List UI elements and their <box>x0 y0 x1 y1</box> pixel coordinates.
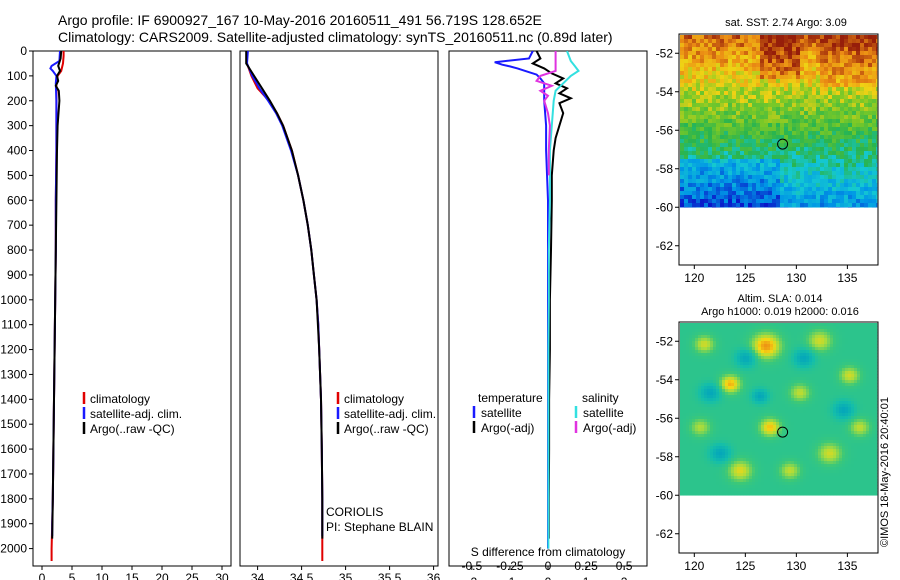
y-tick-label: -62 <box>656 239 674 253</box>
sst-map-title: sat. SST: 2.74 Argo: 3.09 <box>725 17 847 29</box>
x-tick-label: 2 <box>621 575 628 580</box>
x2-tick-label: -0.5 <box>462 559 483 573</box>
x-tick-label: 30 <box>215 571 229 580</box>
y-tick-label: 1100 <box>1 318 27 332</box>
legend-header-temperature: temperature <box>478 391 543 405</box>
x-tick-label: 10 <box>95 571 109 580</box>
x-tick-label: 125 <box>735 271 755 285</box>
y-tick-label: 200 <box>7 94 27 108</box>
x-tick-label: 130 <box>786 559 806 573</box>
y-tick-label: 2000 <box>0 542 27 556</box>
climatology-subtitle: Climatology: CARS2009. Satellite-adjuste… <box>58 29 613 45</box>
sla-map-title: Altim. SLA: 0.014 <box>738 293 823 305</box>
legend-label: Argo(..raw -QC) <box>90 422 175 436</box>
legend-header-salinity: salinity <box>582 391 619 405</box>
y-tick-label: -56 <box>656 123 674 137</box>
y-tick-label: -58 <box>656 450 674 464</box>
difference-panel: -2 -1 0 1 2 -0.5 -0.25 0 0.25 0.5S difference fro… <box>448 50 648 580</box>
y-tick-label: 1500 <box>0 417 27 431</box>
legend-label: satellite-adj. clim. <box>90 407 182 421</box>
x-tick-label: 36 <box>427 571 441 580</box>
y-tick-label: 1800 <box>0 492 27 506</box>
sst-map-field <box>680 35 878 208</box>
legend-label: satellite <box>481 406 522 420</box>
series-argo-adj--line <box>534 51 557 176</box>
series-satellite-line <box>547 51 580 549</box>
salinity-panel: 3434.53535.536salinityclimatologysatelli… <box>239 50 441 580</box>
y-tick-label: 1400 <box>0 392 27 406</box>
x-tick-label: 35 <box>339 571 353 580</box>
x-tick-label: -2 <box>467 575 478 580</box>
argo-location-marker <box>777 138 789 150</box>
profile-title: Argo profile: IF 6900927_167 10-May-2016… <box>58 12 542 28</box>
legend-label: Argo(-adj) <box>583 421 636 435</box>
y-tick-label: 1200 <box>0 343 27 357</box>
legend-label: climatology <box>90 392 150 406</box>
y-tick-label: 600 <box>7 193 27 207</box>
y-tick-label: 900 <box>7 268 27 282</box>
y-tick-label: 300 <box>7 119 27 133</box>
x-tick-label: 5 <box>69 571 76 580</box>
series-argo-raw-qc--line <box>51 51 63 539</box>
y-tick-label: -62 <box>656 527 674 541</box>
x-tick-label: 0 <box>39 571 46 580</box>
salinity-frame <box>239 50 439 567</box>
legend-label: Argo(..raw -QC) <box>344 422 429 436</box>
x-tick-label: 20 <box>155 571 169 580</box>
y-tick-label: -54 <box>656 85 674 99</box>
x-tick-label: 130 <box>786 271 806 285</box>
temperature-frame <box>32 50 232 567</box>
y-tick-label: 500 <box>7 168 27 182</box>
argo-location-marker <box>777 426 789 438</box>
y-tick-label: -52 <box>656 334 674 348</box>
legend-label: Argo(-adj) <box>481 421 534 435</box>
y-tick-label: 1900 <box>0 517 27 531</box>
series-argo-raw-qc--line <box>245 51 324 539</box>
y-tick-label: -54 <box>656 373 674 387</box>
y-tick-label: -58 <box>656 162 674 176</box>
y-tick-label: 800 <box>7 243 27 257</box>
temperature-panel: 0100200300400500600700800900100011001200… <box>0 44 232 580</box>
x-tick-label: 1 <box>583 575 590 580</box>
x-tick-label: 25 <box>185 571 199 580</box>
y-tick-label: 1600 <box>0 442 27 456</box>
y-tick-label: 400 <box>7 144 27 158</box>
sst-map-panel: -52 -54 -56 -58 -60 -62 120 125 130 135 sat. SST: … <box>656 17 879 285</box>
annotation-label: CORIOLIS <box>326 505 383 519</box>
x-tick-label: 34 <box>251 571 265 580</box>
y-tick-label: -52 <box>656 46 674 60</box>
legend-label: climatology <box>344 392 404 406</box>
x-tick-label: 35.5 <box>378 571 402 580</box>
x-tick-label: 0 <box>545 575 552 580</box>
sla-map-panel: -52 -54 -56 -58 -60 -62 120 125 130 135 Altim. SLA… <box>656 293 879 573</box>
y-tick-label: 1000 <box>0 293 27 307</box>
annotation-label: PI: Stephane BLAIN <box>326 520 433 534</box>
x2-tick-label: 0 <box>545 559 552 573</box>
y-tick-label: -56 <box>656 411 674 425</box>
x-tick-label: 125 <box>735 559 755 573</box>
sla-map-subtitle: Argo h1000: 0.019 h2000: 0.016 <box>701 306 859 318</box>
x2-tick-label: 0.25 <box>574 559 598 573</box>
x-tick-label: 135 <box>837 559 857 573</box>
y-tick-label: 100 <box>7 69 27 83</box>
y-tick-label: -60 <box>656 488 674 502</box>
y-tick-label: 700 <box>7 218 27 232</box>
y-tick-label: 0 <box>20 44 27 58</box>
x-tick-label: 120 <box>684 559 704 573</box>
x-tick-label: 135 <box>837 271 857 285</box>
sla-map-field <box>680 323 878 496</box>
y-tick-label: -60 <box>656 200 674 214</box>
x-tick-label: 15 <box>125 571 139 580</box>
x-tick-label: 120 <box>684 271 704 285</box>
x2-tick-label: -0.25 <box>496 559 524 573</box>
legend-label: satellite <box>583 406 624 420</box>
x2-tick-label: 0.5 <box>616 559 633 573</box>
legend-label: satellite-adj. clim. <box>344 407 436 421</box>
y-tick-label: 1700 <box>0 467 27 481</box>
x-tick-label: 34.5 <box>290 571 314 580</box>
x-tick-label: -1 <box>505 575 516 580</box>
x2-axis-label: S difference from climatology <box>471 545 626 559</box>
y-tick-label: 1300 <box>0 367 27 381</box>
